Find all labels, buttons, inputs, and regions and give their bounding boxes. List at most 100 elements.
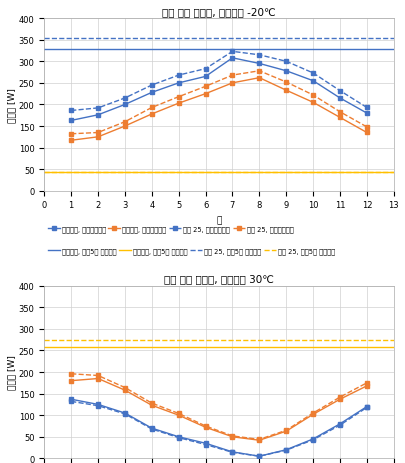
강제 25, 평균최저기온 xyxy=(176,411,181,416)
자연대류, 평균최저기온 xyxy=(122,124,127,130)
자연대류, 평균최저기온 xyxy=(230,434,234,439)
자연대류, 평균최저기온 xyxy=(337,115,341,121)
자연대류, 평균최고기온 xyxy=(122,410,127,416)
강제 25, 평균최고기온 xyxy=(68,399,73,404)
자연대류, 평균최저기온 xyxy=(364,383,369,389)
자연대류, 평균최고기온 xyxy=(364,404,369,409)
강제 25, 평균최저기온 xyxy=(364,125,369,131)
자연대류, 평균최저기온 xyxy=(96,135,100,140)
강제 25, 평균최저기온 xyxy=(283,428,288,433)
자연대류, 평균최고기온 xyxy=(176,81,181,87)
Line: 강제 25, 평균최고기온: 강제 25, 평균최고기온 xyxy=(69,50,368,113)
자연대류, 평균최저기온 xyxy=(337,397,341,402)
Line: 강제 25, 평균최저기온: 강제 25, 평균최저기온 xyxy=(69,372,368,442)
자연대류, 평균최고기온 xyxy=(202,75,207,80)
Line: 강제 25, 평균최고기온: 강제 25, 평균최고기온 xyxy=(69,400,368,458)
자연대류, 평균최고기온 xyxy=(337,96,341,101)
강제 25, 평균최고기온 xyxy=(337,88,341,94)
강제 25, 평균최고기온 xyxy=(256,453,261,459)
강제 25, 평균최저기온 xyxy=(122,119,127,125)
자연대류, 평균최고기온 xyxy=(176,434,181,439)
자연대류, 평균최저기온 xyxy=(256,76,261,81)
강제 25, 평균최고기온 xyxy=(96,106,100,112)
자연대류, 평균최고기온 xyxy=(230,56,234,62)
강제 25, 평균최고기온 xyxy=(68,108,73,114)
자연대류, 평균최고기온 xyxy=(122,102,127,108)
자연대류, 평균최고기온 xyxy=(149,425,154,431)
강제 25, 평균최고기온 xyxy=(122,411,127,417)
자연대류, 평균최고기온 xyxy=(68,397,73,402)
강제 25, 평균최저기온 xyxy=(310,410,315,416)
강제 25, 평균최고기온 xyxy=(337,422,341,428)
강제 25, 평균최고기온 xyxy=(364,405,369,410)
강제 25, 평균최고기온 xyxy=(230,50,234,55)
자연대류, 평균최고기온 xyxy=(149,90,154,96)
강제 25, 평균최저기온 xyxy=(202,84,207,90)
강제 25, 평균최고기온 xyxy=(202,67,207,72)
강제 25, 평균최저기온 xyxy=(230,73,234,79)
강제 25, 평균최저기온 xyxy=(364,380,369,386)
Y-axis label: 열손실 [W]: 열손실 [W] xyxy=(7,88,16,123)
자연대류, 평균최저기온 xyxy=(149,403,154,408)
강제 25, 평균최고기온 xyxy=(310,71,315,76)
자연대류, 평균최저기온 xyxy=(283,88,288,94)
자연대류, 평균최저기온 xyxy=(68,138,73,144)
자연대류, 평균최고기온 xyxy=(202,440,207,446)
강제 25, 평균최고기온 xyxy=(364,106,369,111)
강제 25, 평균최저기온 xyxy=(230,433,234,439)
강제 25, 평균최저기온 xyxy=(310,93,315,99)
자연대류, 평균최저기온 xyxy=(310,100,315,106)
Y-axis label: 열손실 [W]: 열손실 [W] xyxy=(7,355,16,390)
강제 25, 평균최저기온 xyxy=(176,94,181,100)
X-axis label: 월: 월 xyxy=(216,216,221,225)
강제 25, 평균최고기온 xyxy=(122,96,127,101)
강제 25, 평균최저기온 xyxy=(256,437,261,442)
자연대류, 평균최고기온 xyxy=(96,402,100,407)
자연대류, 평균최고기온 xyxy=(310,436,315,442)
강제 25, 평균최고기온 xyxy=(176,435,181,440)
강제 25, 평균최고기온 xyxy=(283,447,288,453)
강제 25, 평균최고기온 xyxy=(230,450,234,455)
자연대류, 평균최저기온 xyxy=(202,92,207,97)
강제 25, 평균최고기온 xyxy=(256,53,261,58)
자연대류, 평균최고기온 xyxy=(337,421,341,427)
강제 25, 평균최고기온 xyxy=(310,437,315,443)
자연대류, 평균최고기온 xyxy=(256,62,261,67)
Line: 자연대류, 평균최저기온: 자연대류, 평균최저기온 xyxy=(69,376,368,442)
강제 25, 평균최저기온 xyxy=(96,373,100,378)
자연대류, 평균최저기온 xyxy=(364,131,369,136)
자연대류, 평균최저기온 xyxy=(283,428,288,434)
강제 25, 평균최고기온 xyxy=(202,442,207,447)
Legend: 자연대류, 최근5년 최고온도, 자연대류, 최근5년 최저온도, 강제 25, 최근5년 최고온도, 강제 25, 최근5년 최저온도: 자연대류, 최근5년 최고온도, 자연대류, 최근5년 최저온도, 강제 25,… xyxy=(47,248,334,255)
자연대류, 평균최고기온 xyxy=(364,111,369,117)
강제 25, 평균최저기온 xyxy=(337,394,341,400)
자연대류, 평균최고기온 xyxy=(310,79,315,84)
Title: 월별 예상 열손실, 내기온도 30℃: 월별 예상 열손실, 내기온도 30℃ xyxy=(164,274,273,284)
자연대류, 평균최저기온 xyxy=(176,413,181,418)
Line: 자연대류, 평균최고기온: 자연대류, 평균최고기온 xyxy=(69,397,368,458)
자연대류, 평균최저기온 xyxy=(149,112,154,118)
자연대류, 평균최저기온 xyxy=(230,81,234,87)
자연대류, 평균최저기온 xyxy=(202,425,207,430)
자연대류, 평균최저기온 xyxy=(176,101,181,106)
강제 25, 평균최저기온 xyxy=(256,69,261,75)
자연대류, 평균최저기온 xyxy=(96,376,100,382)
강제 25, 평균최저기온 xyxy=(283,80,288,86)
강제 25, 평균최저기온 xyxy=(202,423,207,429)
자연대류, 평균최고기온 xyxy=(283,69,288,75)
강제 25, 평균최고기온 xyxy=(176,73,181,79)
자연대류, 평균최저기온 xyxy=(68,378,73,384)
강제 25, 평균최저기온 xyxy=(149,106,154,111)
강제 25, 평균최고기온 xyxy=(283,59,288,65)
Line: 강제 25, 평균최저기온: 강제 25, 평균최저기온 xyxy=(69,69,368,137)
Line: 자연대류, 평균최고기온: 자연대류, 평균최고기온 xyxy=(69,56,368,123)
강제 25, 평균최고기온 xyxy=(149,83,154,88)
자연대류, 평균최저기온 xyxy=(310,412,315,417)
자연대류, 평균최저기온 xyxy=(122,388,127,393)
자연대류, 평균최고기온 xyxy=(283,447,288,452)
강제 25, 평균최고기온 xyxy=(149,426,154,432)
강제 25, 평균최저기온 xyxy=(68,131,73,137)
강제 25, 평균최고기온 xyxy=(96,403,100,409)
자연대류, 평균최고기온 xyxy=(96,113,100,119)
Line: 자연대류, 평균최저기온: 자연대류, 평균최저기온 xyxy=(69,76,368,143)
